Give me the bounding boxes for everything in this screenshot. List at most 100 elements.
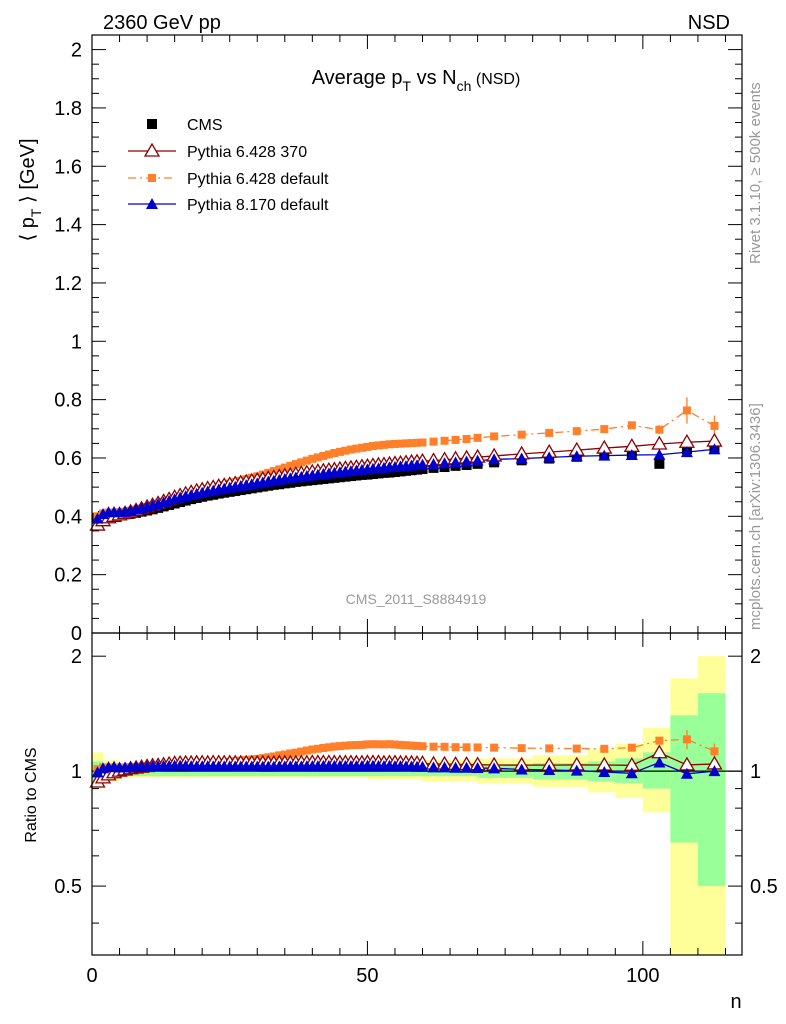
cms-point [654, 458, 665, 469]
pythia6-default-ratio-point [374, 740, 383, 749]
pythia6-370-point [678, 433, 696, 448]
ratio-panel-frame [91, 632, 743, 956]
pythia6-default-ratio-point [545, 744, 554, 753]
pythia6-default-ratio-point [335, 742, 344, 751]
pythia6-default-point [572, 427, 581, 436]
pythia6-default-ratio-point [429, 742, 438, 751]
pythia6-default-ratio-point [379, 740, 388, 749]
pythia6-default-point [363, 442, 372, 451]
pythia6-default-ratio-point [357, 740, 366, 749]
chart-title: Average pT vs Nch (NSD) [312, 67, 521, 94]
ratio-tick-label: 2 [71, 646, 82, 668]
pythia6-default-ratio-point [655, 736, 664, 745]
pythia8-default-ratio-point [460, 761, 473, 773]
pythia6-default-ratio-point [473, 743, 482, 752]
legend: CMS Pythia 6.428 370 Pythia 6.428 default P… [128, 117, 329, 214]
pythia6-default-point [346, 445, 355, 454]
pythia6-default-ratio-point [407, 741, 416, 750]
pythia8-default-point [625, 449, 638, 461]
pythia6-default-ratio-point [346, 741, 355, 750]
pythia8-default-point [543, 451, 556, 463]
pythia6-default-ratio-point [418, 742, 427, 751]
pythia6-default-ratio-point [330, 742, 339, 751]
pythia6-default-ratio-point [401, 741, 410, 750]
pythia6-default-point [710, 421, 719, 430]
pythia8-default-point [438, 457, 451, 469]
pythia6-default-point [418, 438, 427, 447]
pythia6-default-ratio-point [682, 735, 691, 744]
pythia6-default-point [440, 436, 449, 445]
pythia6-default-ratio-point [710, 747, 719, 756]
pythia8-default-ratio-point [438, 761, 451, 773]
pythia8-default-ratio-point [416, 760, 429, 772]
legend-label: Pythia 6.428 default [187, 171, 329, 188]
pythia6-default-point [396, 439, 405, 448]
y-tick-label: 0.2 [54, 565, 82, 587]
x-tick-label: 0 [86, 965, 97, 987]
ratio-axis-label: Ratio to CMS [23, 747, 40, 842]
pythia6-default-ratio-point [286, 749, 295, 758]
pythia8-default-ratio-point [91, 766, 104, 778]
rivet-info: Rivet 3.1.10, ≥ 500k events [747, 82, 764, 264]
y-tick-label: 0.4 [54, 506, 82, 528]
pythia6-default-ratio-point [390, 740, 399, 749]
ratio-uncertainty-bands [92, 656, 742, 955]
process-label: NSD [688, 12, 730, 34]
pythia6-default-ratio-point [600, 744, 609, 753]
legend-label: CMS [187, 117, 223, 134]
y-tick-label: 2 [71, 40, 82, 62]
pythia6-default-point [291, 460, 300, 469]
pythia6-default-ratio-point [324, 743, 333, 752]
ratio-tick-label: 1 [71, 761, 82, 783]
legend-marker [143, 142, 161, 157]
pythia6-default-point [473, 433, 482, 442]
top-axis-ticks: 0 0.2 0.4 0.6 0.8 1 1.2 1.4 1.6 1.8 2 [54, 34, 742, 645]
pythia6-default-ratio-point [413, 741, 421, 750]
pythia6-default-point [413, 438, 421, 447]
pythia6-default-point [297, 458, 306, 467]
pythia6-default-point [357, 443, 366, 452]
pythia6-default-ratio-point [291, 748, 300, 757]
pythia6-default-point [627, 421, 636, 430]
energy-label: 2360 GeV pp [103, 12, 221, 34]
y-tick-label: 1.2 [54, 273, 82, 295]
pythia6-default-point [390, 439, 399, 448]
pythia6-default-point [324, 450, 333, 459]
pythia6-default-ratio-point [313, 744, 322, 753]
pythia6-default-point [517, 430, 526, 439]
band-inner [697, 693, 726, 887]
pythia6-default-ratio-point [396, 740, 405, 749]
pythia8-default-point [460, 455, 473, 467]
pythia6-default-ratio-point [451, 743, 460, 752]
pythia6-default-point [462, 435, 471, 444]
y-axis-label: ⟨ pT ⟩ [GeV] [17, 138, 44, 241]
y-tick-label: 1.6 [54, 156, 82, 178]
y-tick-label: 0.8 [54, 390, 82, 412]
pythia6-default-ratio-point [352, 741, 361, 750]
analysis-watermark: CMS_2011_S8884919 [346, 591, 487, 607]
ratio-tick-label-right: 2 [750, 646, 761, 668]
pythia8-default-ratio-point [598, 765, 611, 777]
pythia8-default-ratio-point [625, 767, 638, 779]
pythia8-default-point [653, 448, 666, 460]
y-tick-label: 1 [71, 331, 82, 353]
pythia8-default-point [680, 446, 693, 458]
y-tick-label: 1.8 [54, 98, 82, 120]
pythia6-default-ratio-point [280, 750, 289, 759]
x-tick-label: 50 [356, 965, 378, 987]
pythia8-default-point [708, 443, 721, 455]
pythia8-default-ratio-point [570, 764, 583, 776]
pythia6-default-point [490, 432, 499, 441]
pythia6-default-point [655, 425, 664, 434]
y-tick-label: 0.6 [54, 448, 82, 470]
pythia8-default-point [598, 449, 611, 461]
pythia6-default-point [429, 437, 438, 446]
pythia8-default-point [416, 458, 429, 470]
pythia6-default-ratio-point [308, 745, 317, 754]
y-tick-label: 1.4 [54, 215, 82, 237]
pythia6-default-ratio-point [627, 743, 636, 752]
pythia8-default-point [570, 450, 583, 462]
pythia6-default-point [374, 441, 383, 450]
pythia6-default-point [335, 447, 344, 456]
